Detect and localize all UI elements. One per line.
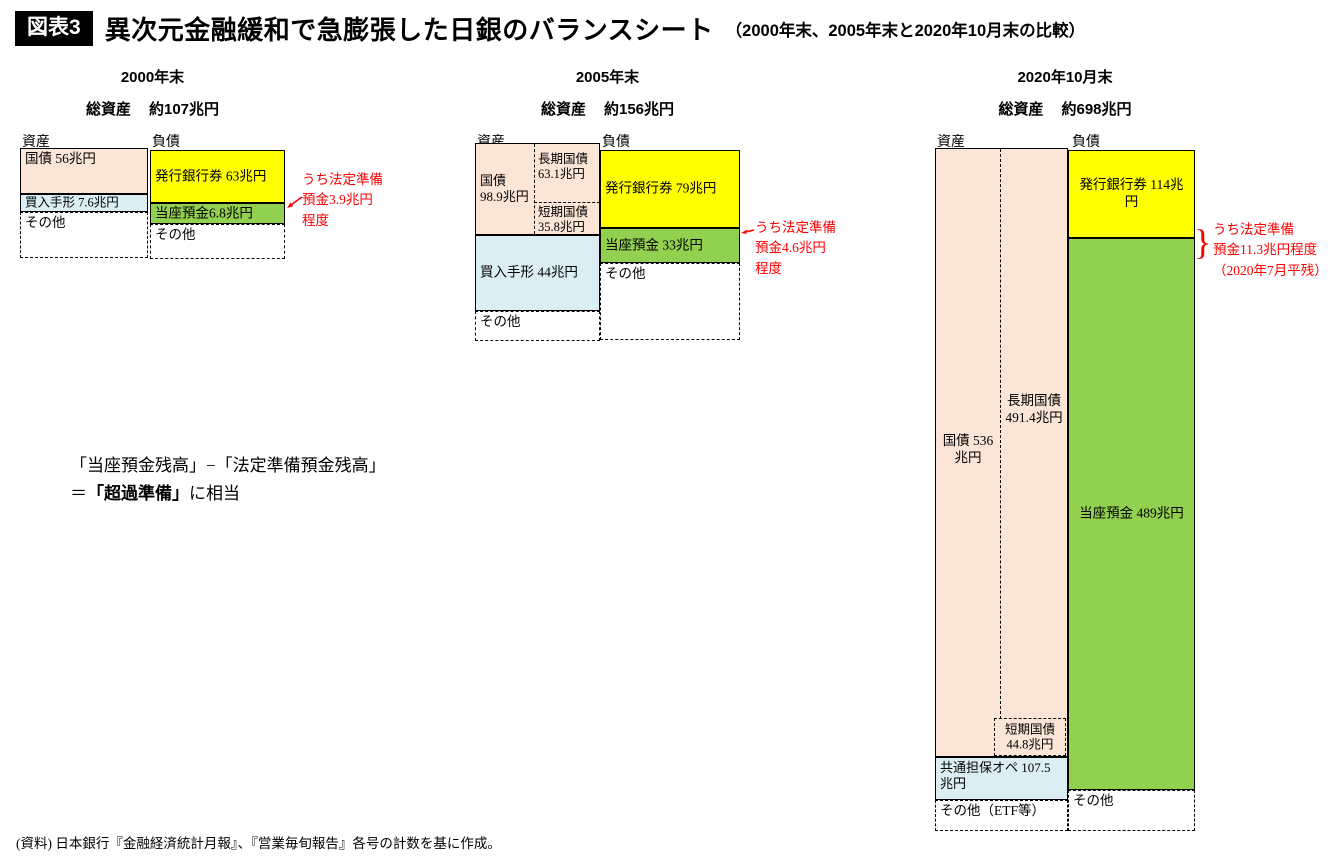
bar-2005-jgb-short-label: 短期国債 35.8兆円 <box>538 205 589 234</box>
bar-2005-asset-other-label: その他 <box>480 314 521 329</box>
bar-2020-asset-other-label: その他（ETF等） <box>940 803 1046 818</box>
annotation-excess-reserves: 「超過準備」 <box>87 484 189 504</box>
bar-2005-jgb-long-label: 長期国債 63.1兆円 <box>538 152 589 181</box>
jgb-breakdown-divider <box>534 144 535 234</box>
panel-2000-liabilities-header: 負債 <box>152 135 180 150</box>
bar-2020-liab-other-label: その他 <box>1073 793 1114 808</box>
bar-2005-bills-label: 買入手形 44兆円 <box>480 264 578 280</box>
bar-2000-asset-other: その他 <box>20 212 148 258</box>
bar-2000-banknotes: 発行銀行券 63兆円 <box>150 150 285 203</box>
arrow-line <box>291 196 303 206</box>
bar-2020-liab-other: その他 <box>1068 790 1195 831</box>
panel-2020-total-assets: 総資産 約698兆円 <box>935 98 1195 119</box>
figure-number-badge: 図表3 <box>15 11 93 46</box>
total-assets-label: 総資産 <box>540 101 586 118</box>
bar-2000-bills: 買入手形 7.6兆円 <box>20 194 148 212</box>
bar-2000-asset-other-label: その他 <box>25 215 66 230</box>
bar-2020-collateral-ops: 共通担保オペ 107.5 兆円 <box>935 757 1068 800</box>
bar-2000-liab-other-label: その他 <box>155 227 196 242</box>
figure-subtitle: （2000年末、2005年末と2020年10月末の比較） <box>725 21 1086 40</box>
arrow-2005-note <box>741 229 755 234</box>
annotation-line1: 「当座預金残高」−「法定準備預金残高」 <box>70 456 386 475</box>
bar-2020-asset-other: その他（ETF等） <box>935 800 1068 831</box>
note-2005-required-reserves: うち法定準備 預金4.6兆円 程度 <box>755 220 836 276</box>
panel-2000-total-assets: 総資産 約107兆円 <box>20 98 285 119</box>
arrow-head <box>741 229 748 234</box>
note-2020-required-reserves: うち法定準備 預金11.3兆円程度 （2020年7月平残） <box>1213 222 1328 278</box>
figure-header: 図表3 異次元金融緩和で急膨張した日銀のバランスシート （2000年末、2005… <box>15 10 1085 47</box>
bar-2005-jgb: 国債 98.9兆円 長期国債 63.1兆円 短期国債 35.8兆円 <box>475 143 600 235</box>
bar-2000-liab-other: その他 <box>150 224 285 259</box>
total-assets-label: 総資産 <box>998 101 1044 118</box>
bar-2020-jgb-label: 国債 536 兆円 <box>942 433 994 465</box>
bar-2020-jgb-short: 短期国債 44.8兆円 <box>994 718 1066 756</box>
panel-2020-period: 2020年10月末 <box>1017 69 1113 86</box>
jgb-long-short-divider <box>534 202 600 203</box>
arrow-2000-note <box>287 196 303 208</box>
brace-2020-note: } <box>1194 222 1212 262</box>
bar-2005-banknotes-label: 発行銀行券 79兆円 <box>605 180 717 196</box>
total-assets-value: 約156兆円 <box>603 101 675 118</box>
bar-2005-bills: 買入手形 44兆円 <box>475 235 600 311</box>
bar-2005-jgb-label: 国債 98.9兆円 <box>480 172 529 204</box>
total-assets-value: 約698兆円 <box>1061 101 1132 118</box>
bar-2005-deposits-label: 当座預金 33兆円 <box>605 237 703 253</box>
total-assets-value: 約107兆円 <box>148 101 220 118</box>
panel-2020-assets-header: 資産 <box>937 135 965 150</box>
source-note: (資料) 日本銀行『金融経済統計月報』、『営業毎旬報告』各号の計数を基に作成。 <box>16 836 501 851</box>
annotation-suffix: に相当 <box>189 484 240 504</box>
bar-2000-deposits-label: 当座預金6.8兆円 <box>155 205 253 221</box>
bar-2005-banknotes: 発行銀行券 79兆円 <box>600 150 740 228</box>
bar-2020-banknotes-label: 発行銀行券 114兆 円 <box>1079 177 1184 209</box>
bar-2020-jgb-long-label: 長期国債 491.4兆円 <box>1005 393 1063 425</box>
bar-2000-jgb-label: 国債 56兆円 <box>25 151 96 166</box>
panel-2005-liabilities-header: 負債 <box>602 135 630 150</box>
bar-2020-jgb-short-label: 短期国債 44.8兆円 <box>1004 722 1055 751</box>
jgb-breakdown-divider <box>1000 149 1001 719</box>
bar-2020-banknotes: 発行銀行券 114兆 円 <box>1068 150 1195 238</box>
bar-2020-collateral-ops-label: 共通担保オペ 107.5 兆円 <box>940 760 1051 792</box>
bar-2020-deposits-label: 当座預金 489兆円 <box>1079 505 1184 521</box>
panel-2020-liabilities-header: 負債 <box>1072 135 1100 150</box>
bar-2020-deposits: 当座預金 489兆円 <box>1068 238 1195 790</box>
bar-2005-liab-other: その他 <box>600 263 740 340</box>
arrow-line <box>746 229 755 233</box>
bar-2000-bills-label: 買入手形 7.6兆円 <box>25 195 119 210</box>
panel-2000-period: 2000年末 <box>120 69 185 86</box>
bar-2020-jgb: 国債 536 兆円 長期国債 491.4兆円 短期国債 44.8兆円 <box>935 148 1068 757</box>
panel-2005-period: 2005年末 <box>575 69 640 86</box>
bar-2000-banknotes-label: 発行銀行券 63兆円 <box>155 168 267 184</box>
excess-reserves-annotation: 「当座預金残高」−「法定準備預金残高」 ＝「超過準備」に相当 <box>70 452 386 508</box>
arrow-head <box>287 202 294 208</box>
total-assets-label: 総資産 <box>85 101 131 118</box>
annotation-line2: ＝「超過準備」に相当 <box>70 480 386 508</box>
panel-2000-assets-header: 資産 <box>22 135 50 150</box>
bar-2005-asset-other: その他 <box>475 311 600 341</box>
note-2000-required-reserves: うち法定準備 預金3.9兆円 程度 <box>302 172 383 228</box>
figure-title: 異次元金融緩和で急膨張した日銀のバランスシート <box>104 15 714 45</box>
bar-2000-jgb: 国債 56兆円 <box>20 148 148 194</box>
bar-2000-deposits: 当座預金6.8兆円 <box>150 203 285 224</box>
bar-2005-liab-other-label: その他 <box>605 266 646 281</box>
bar-2005-deposits: 当座預金 33兆円 <box>600 228 740 263</box>
panel-2005-total-assets: 総資産 約156兆円 <box>475 98 740 119</box>
annotation-equals: ＝ <box>70 484 87 504</box>
